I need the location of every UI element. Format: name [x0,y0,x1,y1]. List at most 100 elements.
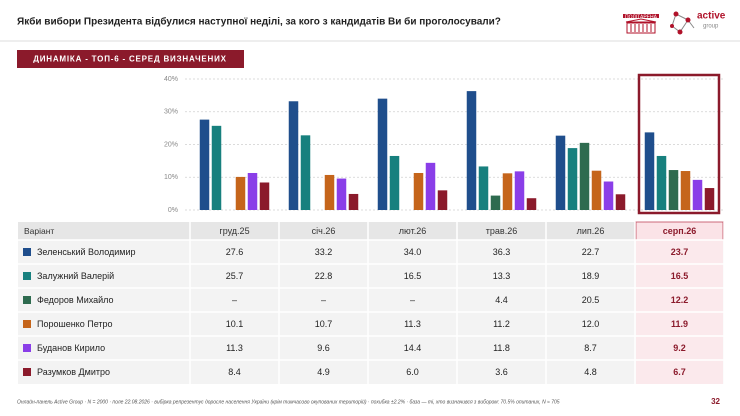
bar [336,178,347,210]
footnote: Онлайн-панель Active Group · N = 2000 · … [17,398,560,405]
legend-swatch [23,296,31,304]
table-value: 33.2 [315,247,333,257]
bar [300,135,311,210]
bar [199,119,210,210]
bar [413,172,424,210]
row-bg [18,360,724,384]
table-value: – [321,295,326,305]
highlight-box [637,73,721,215]
row-bg [18,240,724,264]
bar [425,162,436,210]
column-header: трав.26 [486,226,517,236]
table-value: 18.9 [582,271,600,281]
table-header-bg [18,222,724,240]
highlight-cell [636,312,723,336]
column-header: груд.25 [219,226,249,236]
bar [235,176,246,210]
bar [680,171,691,210]
highlight-cell [636,336,723,360]
table-value: – [232,295,237,305]
legend-swatch [23,320,31,328]
table-value: 10.1 [226,319,244,329]
bar [377,98,388,210]
column-header: лют.26 [399,226,426,236]
table-value: 11.2 [493,319,510,329]
logo-node [677,29,683,35]
y-tick-label: 40% [164,76,178,83]
table-value: 22.8 [315,271,333,281]
bar [704,188,715,210]
row-label: Разумков Дмитро [37,367,110,377]
table-value: 11.3 [404,319,421,329]
bar [579,142,590,210]
y-tick-label: 20% [164,141,178,148]
table-value: 22.7 [582,247,600,257]
bar [437,190,448,210]
table-value: – [410,295,415,305]
table-value: 14.4 [404,343,422,353]
table-value: 4.8 [584,367,597,377]
logo-node [685,17,691,23]
legend-swatch [23,368,31,376]
title: Якби вибори Президента відбулися наступн… [17,16,501,28]
banner [17,50,244,68]
table-value: 8.7 [584,343,597,353]
bar [502,173,513,210]
column-header: серп.26 [663,226,696,236]
table-value: 4.9 [317,367,330,377]
logo-node [670,24,674,28]
logo-active-group: active group [670,11,726,35]
bar [591,170,602,210]
table-value: 12.0 [582,319,600,329]
row-label: Федоров Михайло [37,295,114,305]
column-header: січ.26 [312,226,336,236]
table-value: 36.3 [493,247,511,257]
table-value: 6.7 [673,367,686,377]
table-header: Варіант [24,226,54,236]
bar [668,170,679,210]
highlight-cell [636,288,723,312]
legend-swatch [23,272,31,280]
highlight-cell [636,264,723,288]
row-label: Буданов Кирило [37,343,105,353]
table-value: 9.2 [673,343,686,353]
bar [259,182,270,210]
row-bg [18,312,724,336]
row-bg [18,336,724,360]
bar [324,174,335,210]
bar [348,193,359,210]
bar [526,198,537,210]
logo-columns [630,24,652,32]
row-bg [18,288,724,312]
table-value: 4.4 [495,295,508,305]
bar [567,148,578,210]
table-value: 16.5 [671,271,689,281]
row-label: Залужний Валерій [37,271,114,281]
bar [211,125,222,210]
bar [656,155,667,210]
bar [692,179,703,210]
bar [288,101,299,210]
logo-text: active [697,11,726,22]
bar [603,181,614,210]
legend-swatch [23,344,31,352]
table-value: 11.8 [493,343,510,353]
bar [555,135,566,210]
table-value: 12.2 [671,295,689,305]
table-value: 8.4 [228,367,241,377]
column-header: лип.26 [577,226,605,236]
table-value: 34.0 [404,247,422,257]
y-tick-label: 0% [168,207,178,214]
bar [466,91,477,210]
y-tick-label: 30% [164,109,178,116]
legend-swatch [23,248,31,256]
table-value: 9.6 [317,343,330,353]
bar [478,166,489,210]
row-label: Порошенко Петро [37,319,113,329]
table-value: 23.7 [671,247,689,257]
y-tick-label: 10% [164,174,178,181]
logo-bar [623,14,659,18]
bar [514,171,525,210]
banner-text: ДИНАМІКА - ТОП-6 - СЕРЕД ВИЗНАЧЕНИХ [33,55,227,64]
